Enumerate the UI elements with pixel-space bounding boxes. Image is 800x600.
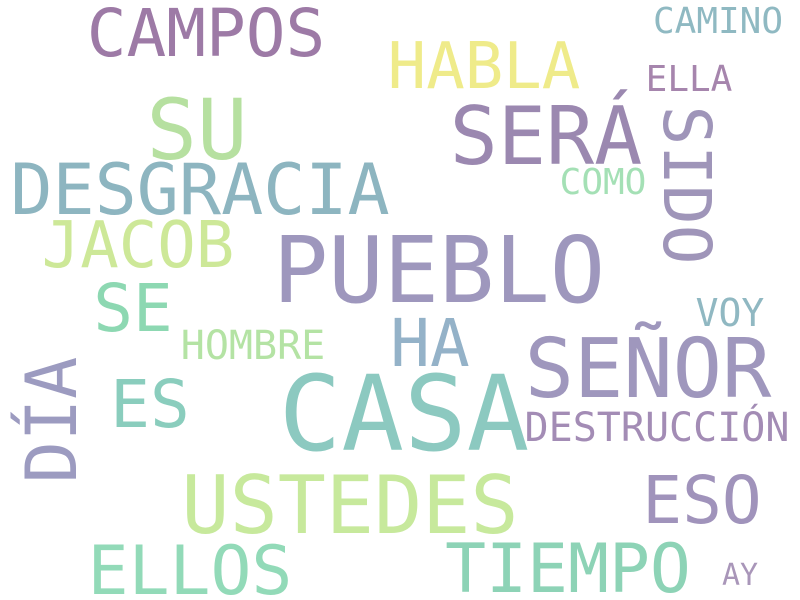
word-habla: HABLA xyxy=(387,30,581,104)
word-voy: VOY xyxy=(695,291,765,335)
word-camino: CAMINO xyxy=(652,1,784,42)
word-ella: ELLA xyxy=(645,59,733,100)
word-sera: SERÁ xyxy=(449,90,643,183)
word-desgracia: DESGRACIA xyxy=(10,149,390,231)
word-tiempo: TIEMPO xyxy=(445,530,691,600)
word-senor: SEÑOR xyxy=(524,322,772,417)
word-se: SE xyxy=(93,270,173,347)
word-hombre: HOMBRE xyxy=(180,323,326,369)
word-campos: CAMPOS xyxy=(86,0,326,72)
word-ay: AY xyxy=(721,558,759,593)
word-ellos: ELLOS xyxy=(87,532,293,600)
word-su: SU xyxy=(146,81,248,179)
word-pueblo: PUEBLO xyxy=(272,217,606,324)
word-sido: SIDO xyxy=(648,105,725,265)
word-ha: HA xyxy=(390,305,470,382)
word-eso: ESO xyxy=(642,462,762,539)
word-como: COMO xyxy=(559,162,647,203)
word-destruccion: DESTRUCCIÓN xyxy=(524,405,790,451)
word-dia: DÍA xyxy=(11,356,93,484)
word-es: ES xyxy=(110,366,190,443)
word-jacob: JACOB xyxy=(41,209,235,283)
word-casa: CASA xyxy=(278,353,530,475)
word-ustedes: USTEDES xyxy=(181,459,519,552)
